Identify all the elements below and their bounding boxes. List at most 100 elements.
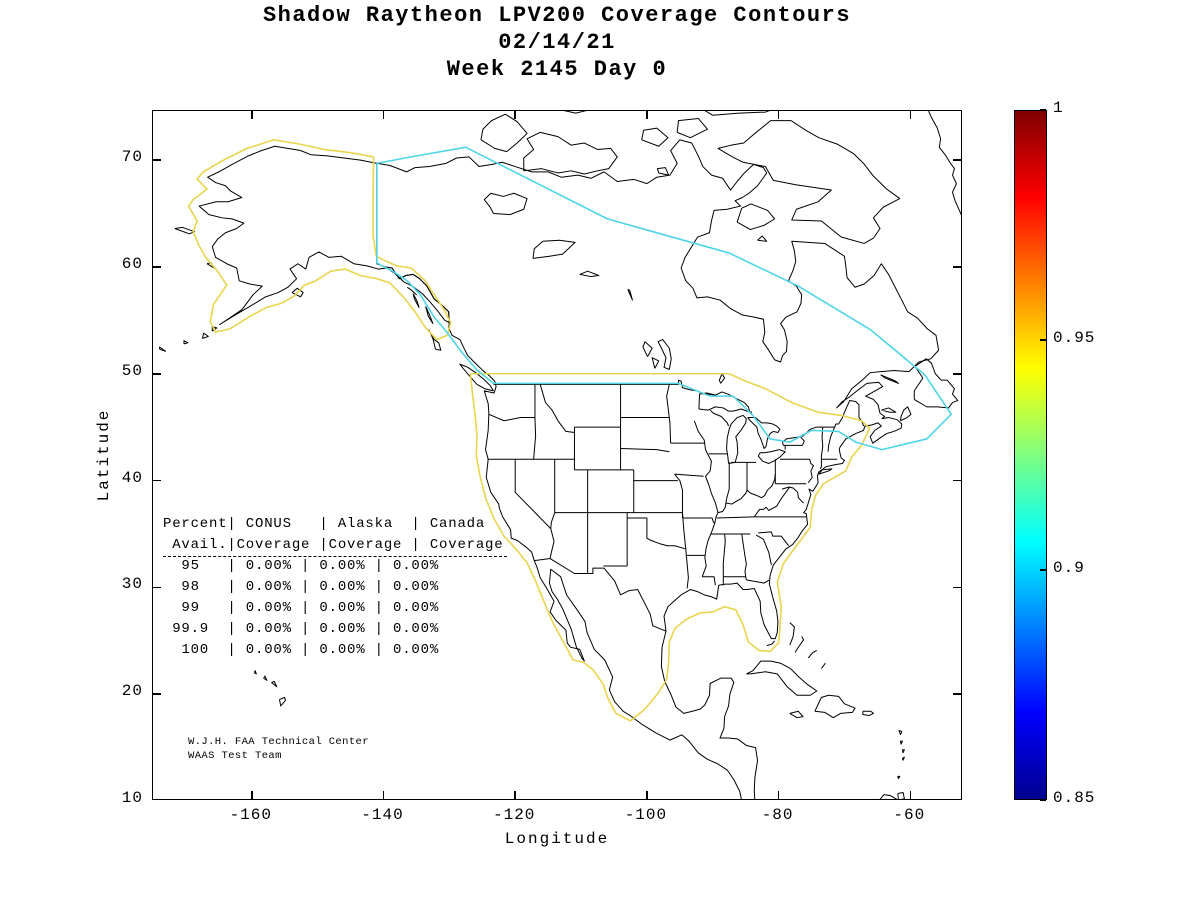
coastline	[790, 623, 795, 645]
political-border	[540, 384, 574, 432]
colorbar-tick-label: 1	[1053, 99, 1064, 117]
chart-title-line3: Week 2145 Day 0	[446, 57, 668, 82]
x-tick-mark	[777, 791, 780, 799]
political-border	[534, 559, 666, 632]
coastline	[413, 294, 419, 308]
x-tick-label: -80	[761, 806, 794, 824]
political-border	[710, 410, 728, 426]
coastline	[292, 288, 303, 297]
y-tick-mark	[953, 479, 961, 482]
coastline	[199, 146, 449, 324]
coastline	[175, 227, 195, 233]
lake-outline	[628, 289, 633, 300]
x-axis-label: Longitude	[504, 830, 610, 848]
political-border	[718, 474, 775, 512]
political-border	[820, 427, 823, 469]
political-border	[515, 459, 554, 558]
coastline	[184, 341, 188, 344]
y-tick-mark	[153, 159, 161, 161]
political-border	[551, 459, 555, 528]
coastline	[551, 111, 597, 113]
coverage-contour-conus	[470, 374, 869, 721]
coastline	[160, 347, 166, 351]
coastline	[900, 407, 911, 421]
coastline	[808, 650, 817, 657]
lake-outline	[643, 342, 652, 357]
political-border	[682, 518, 714, 523]
coastline	[407, 287, 416, 294]
coastline	[737, 204, 775, 230]
chart-title: Shadow Raytheon LPV200 Coverage Contours…	[152, 2, 962, 83]
x-tick-mark	[646, 791, 648, 799]
lake-outline	[658, 340, 671, 370]
lake-outline	[580, 271, 599, 276]
coastline	[254, 671, 256, 674]
coastline	[767, 641, 775, 646]
coastline	[264, 676, 267, 680]
political-border	[742, 534, 747, 577]
coastline	[758, 236, 767, 241]
x-tick-label: -160	[229, 806, 272, 824]
x-tick-mark	[251, 791, 253, 799]
coastline	[481, 114, 527, 151]
x-tick-mark	[382, 111, 385, 119]
y-tick-mark	[953, 373, 961, 375]
x-tick-mark	[514, 111, 516, 119]
coastline	[377, 140, 939, 800]
political-border	[754, 487, 790, 517]
coastline	[202, 333, 208, 338]
y-tick-mark	[953, 266, 961, 268]
y-tick-label: 40	[121, 468, 143, 487]
y-tick-label: 10	[121, 789, 143, 807]
north-america-map	[153, 111, 962, 800]
coastline	[902, 750, 904, 753]
political-border	[686, 549, 689, 589]
coastline	[279, 697, 285, 706]
y-tick-mark	[953, 159, 961, 161]
coastline	[657, 168, 668, 175]
lake-outline	[758, 450, 785, 464]
coastline	[881, 408, 895, 412]
y-tick-label: 30	[121, 575, 143, 594]
y-axis-label: Latitude	[95, 408, 113, 502]
coastline	[795, 637, 804, 653]
political-border	[723, 534, 725, 585]
coastline	[642, 128, 668, 146]
political-border	[802, 400, 863, 436]
y-tick-mark	[953, 693, 961, 695]
credits-line1: W.J.H. FAA Technical Center	[188, 736, 369, 748]
coastline	[863, 711, 874, 715]
y-tick-label: 50	[121, 361, 143, 380]
y-tick-label: 60	[121, 254, 143, 273]
coastline	[460, 364, 494, 391]
coastline	[790, 711, 803, 717]
political-border	[694, 421, 718, 577]
coastline	[898, 776, 900, 778]
x-tick-mark	[909, 791, 912, 799]
coastline	[272, 681, 277, 686]
coastline	[881, 375, 899, 384]
political-border	[758, 532, 788, 546]
colorbar-tick-label: 0.95	[1053, 329, 1096, 347]
colorbar-tick-mark	[1040, 109, 1046, 111]
coastline	[927, 111, 962, 230]
x-tick-mark	[777, 111, 780, 119]
political-border	[726, 462, 729, 503]
map-plot-area	[152, 110, 962, 800]
political-border	[702, 577, 715, 586]
political-border	[667, 384, 670, 417]
coastline	[899, 731, 902, 735]
lake-outline	[727, 415, 747, 463]
coverage-table-divider	[163, 556, 507, 557]
coastline	[815, 695, 855, 717]
y-tick-mark	[153, 266, 161, 268]
y-tick-mark	[153, 693, 161, 695]
coverage-contour-conus	[189, 140, 451, 340]
y-tick-mark	[953, 586, 961, 589]
x-tick-mark	[251, 111, 253, 119]
colorbar-tick-label: 0.9	[1053, 559, 1085, 577]
x-tick-label: -120	[492, 806, 536, 824]
y-tick-label: 20	[121, 682, 143, 701]
coastline	[821, 663, 825, 668]
chart-title-line1: Shadow Raytheon LPV200 Coverage Contours	[262, 3, 852, 28]
